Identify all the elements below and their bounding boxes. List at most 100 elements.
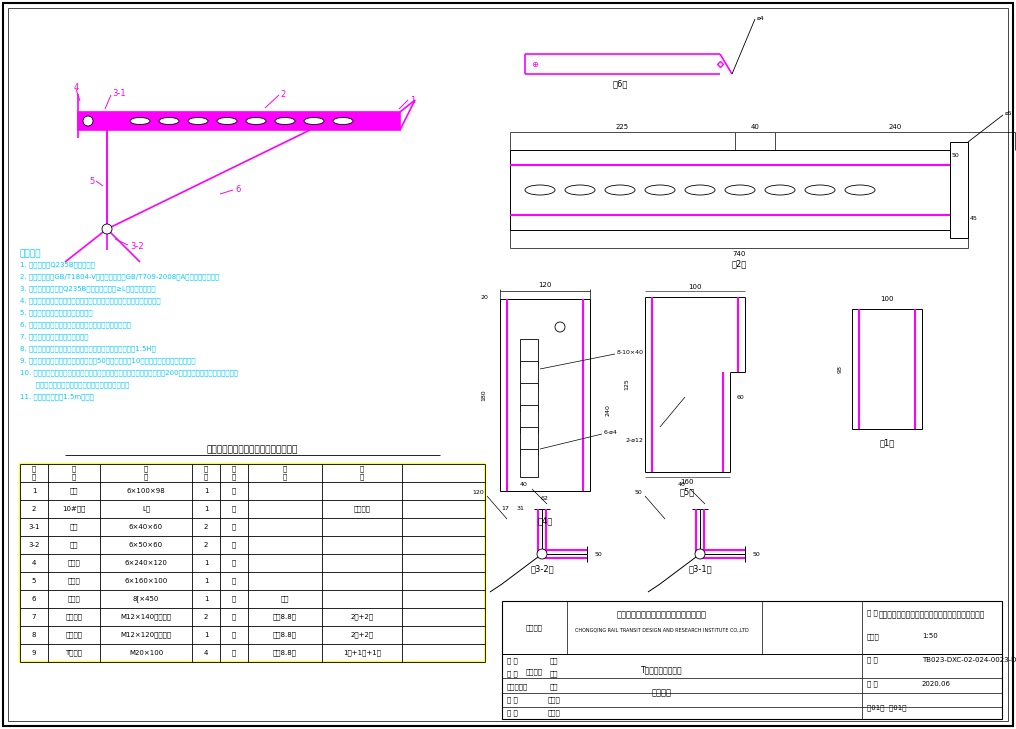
Text: 8-10×40: 8-10×40	[617, 349, 644, 354]
Text: 块: 块	[232, 560, 236, 566]
Text: 日 期: 日 期	[867, 680, 878, 687]
Text: 上底板: 上底板	[68, 560, 80, 566]
Ellipse shape	[158, 117, 179, 125]
Text: 1: 1	[204, 488, 208, 494]
Bar	[520, 449, 538, 477]
Text: 160: 160	[681, 479, 694, 485]
Text: 数
量: 数 量	[204, 466, 208, 480]
Text: 第01张  共01张: 第01张 共01张	[867, 704, 906, 711]
Text: 2. 尺寸公差遵循GB/T1804-V执行，焊缝遵循GB/T709-2008中A类偏差标准规定；: 2. 尺寸公差遵循GB/T1804-V执行，焊缝遵循GB/T709-2008中A…	[20, 273, 219, 280]
Text: 5: 5	[31, 578, 37, 584]
Text: 块: 块	[232, 506, 236, 512]
Text: 8. 高度千台前方变换为一批，平台高度增加大值超不能低于1.5H；: 8. 高度千台前方变换为一批，平台高度增加大值超不能低于1.5H；	[20, 345, 155, 351]
Text: 重庆轨道交通九号线二期工程（龙华大道～龙石村）: 重庆轨道交通九号线二期工程（龙华大道～龙石村）	[879, 611, 986, 620]
Text: 总承单位: 总承单位	[526, 625, 543, 631]
Bar	[520, 405, 538, 433]
Text: 11. 支架斜角角度按1.5m考虑。: 11. 支架斜角角度按1.5m考虑。	[20, 393, 93, 399]
Text: 20: 20	[481, 295, 488, 300]
Text: TB023-DXC-02-024-0023-D04: TB023-DXC-02-024-0023-D04	[922, 657, 1016, 663]
Text: 1: 1	[410, 95, 416, 104]
Bar	[500, 299, 590, 491]
Circle shape	[83, 116, 93, 126]
Ellipse shape	[304, 117, 324, 125]
Text: 3-2: 3-2	[130, 241, 143, 251]
Bar	[510, 150, 950, 230]
Text: 2020.06: 2020.06	[922, 681, 951, 687]
Text: 2: 2	[280, 90, 285, 98]
Text: 9. 高度千台钢筋件及其各钢板使用厚度50牛，使用后缘10牛截面材件件水流行防锈保；: 9. 高度千台钢筋件及其各钢板使用厚度50牛，使用后缘10牛截面材件件水流行防锈…	[20, 357, 196, 364]
Circle shape	[102, 224, 112, 234]
Text: 比 例: 比 例	[867, 609, 878, 616]
Text: 6×240×120: 6×240×120	[125, 560, 168, 566]
Bar	[20, 464, 485, 662]
Text: 8[×450: 8[×450	[133, 596, 160, 602]
Text: 槽道: 槽道	[280, 596, 290, 602]
Text: 2: 2	[204, 542, 208, 548]
Text: 块: 块	[232, 523, 236, 530]
Bar	[950, 142, 968, 238]
Text: 40: 40	[678, 483, 686, 488]
Bar	[852, 309, 922, 429]
Text: 5: 5	[89, 176, 96, 185]
Text: 序
号: 序 号	[31, 466, 37, 480]
Text: 单
位: 单 位	[232, 466, 236, 480]
Text: 块: 块	[232, 488, 236, 494]
Text: 角码: 角码	[70, 523, 78, 530]
Text: 3-1: 3-1	[112, 88, 126, 98]
Text: 碳钢8.8级: 碳钢8.8级	[273, 650, 297, 656]
Text: 六边螺栓: 六边螺栓	[65, 632, 82, 639]
Text: 专业负责人: 专业负责人	[507, 683, 528, 690]
Text: 重庆市轨道交通设计研究院有限责任公司: 重庆市轨道交通设计研究院有限责任公司	[617, 611, 707, 620]
Circle shape	[695, 549, 705, 559]
Ellipse shape	[805, 185, 835, 195]
Text: 角码: 角码	[70, 542, 78, 548]
Text: 31: 31	[516, 507, 524, 512]
Bar	[520, 361, 538, 389]
Text: 60: 60	[737, 394, 745, 399]
Text: 1:50: 1:50	[922, 634, 938, 639]
Text: 1. 钢板应符合Q235B技术条件；: 1. 钢板应符合Q235B技术条件；	[20, 261, 94, 268]
Text: 1: 1	[204, 560, 208, 566]
Text: 铺轨台车: 铺轨台车	[652, 688, 672, 698]
Text: 4: 4	[73, 82, 78, 92]
Text: M12×140（止平）: M12×140（止平）	[121, 614, 172, 620]
Text: 6×40×60: 6×40×60	[129, 524, 163, 530]
Text: 下底板: 下底板	[68, 577, 80, 585]
Text: 6×100×98: 6×100×98	[127, 488, 166, 494]
Text: 8: 8	[31, 632, 37, 638]
Text: 技术要求: 技术要求	[20, 249, 42, 258]
Ellipse shape	[845, 185, 875, 195]
Text: ⌀5: ⌀5	[1005, 111, 1013, 115]
Text: 40: 40	[520, 483, 528, 488]
Text: M20×100: M20×100	[129, 650, 164, 656]
Text: 10. 高度千台钢件件有到底盘些、固水、抗腐蚀、抗老等（老受强度不小于200万次），条件中、防锈板、刷次: 10. 高度千台钢件件有到底盘些、固水、抗腐蚀、抗老等（老受强度不小于200万次…	[20, 369, 238, 375]
Text: 设计单位: 设计单位	[526, 668, 543, 675]
Text: 4: 4	[204, 650, 208, 656]
Text: 125: 125	[625, 378, 630, 390]
Text: 5. 板接件精飞调整及所有铰支地钉；: 5. 板接件精飞调整及所有铰支地钉；	[20, 309, 92, 316]
Text: 100: 100	[880, 296, 894, 302]
Text: 2: 2	[204, 524, 208, 530]
Text: 套: 套	[232, 632, 236, 639]
Text: 3-1: 3-1	[28, 524, 40, 530]
Bar	[502, 601, 1002, 719]
Text: 4: 4	[31, 560, 37, 566]
Text: 是磁及镀镀锌板，并满过无光制有钎认证和铺板；: 是磁及镀镀锌板，并满过无光制有钎认证和铺板；	[20, 381, 129, 388]
Text: 槽道板: 槽道板	[68, 596, 80, 602]
Text: 180: 180	[482, 389, 487, 401]
Text: 套: 套	[232, 650, 236, 656]
Text: 45: 45	[970, 216, 977, 220]
Text: ⊕: ⊕	[531, 60, 538, 69]
Text: 块: 块	[232, 542, 236, 548]
Text: 100: 100	[688, 284, 702, 290]
Text: 郭先峰: 郭先峰	[548, 696, 561, 703]
Text: 225: 225	[616, 124, 629, 130]
Text: 碳钢8.8级: 碳钢8.8级	[273, 614, 297, 620]
Text: 规
格: 规 格	[144, 466, 148, 480]
Text: 校 对: 校 对	[507, 670, 518, 677]
Text: 附赠格档: 附赠格档	[354, 506, 371, 512]
Text: 9: 9	[31, 650, 37, 656]
Text: （2）: （2）	[732, 260, 747, 268]
Text: 6×160×100: 6×160×100	[124, 578, 168, 584]
Bar	[520, 427, 538, 455]
